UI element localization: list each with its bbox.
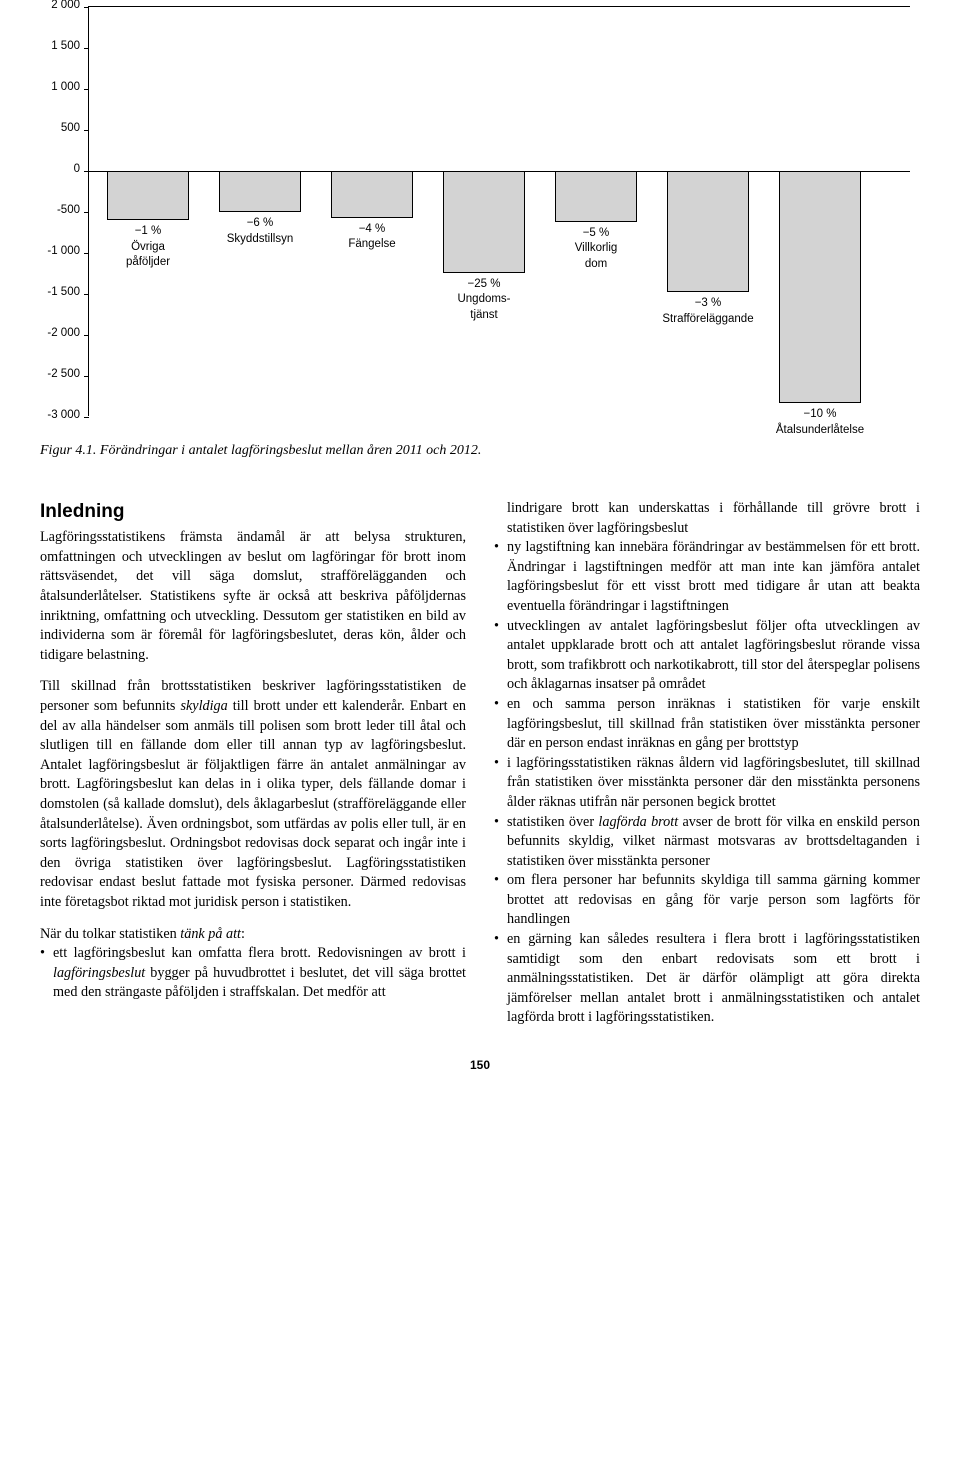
list-item: statistiken över lagförda brott avser de… <box>494 813 920 872</box>
section-heading: Inledning <box>40 499 466 525</box>
paragraph: När du tolkar statistiken tänk på att: <box>40 925 466 945</box>
y-axis-label: 500 <box>40 122 80 134</box>
text-columns: Inledning Lagföringsstatistikens främsta… <box>40 499 920 1028</box>
y-axis-label: 0 <box>40 163 80 175</box>
bar-label: −5 %Villkorligdom <box>540 226 652 273</box>
paragraph: Lagföringsstatistikens främsta ändamål ä… <box>40 528 466 665</box>
bar-label: −10 %Åtalsunderlåtelse <box>764 407 876 438</box>
y-axis-label: 1 000 <box>40 81 80 93</box>
list-item: om flera personer har befunnits skyldiga… <box>494 871 920 930</box>
y-axis-label: -3 000 <box>40 409 80 421</box>
list-item: en och samma person inräknas i statistik… <box>494 695 920 754</box>
chart-bar <box>331 171 413 218</box>
right-column: lindrigare brott kan underskattas i förh… <box>494 499 920 1028</box>
y-axis-label: 1 500 <box>40 40 80 52</box>
list-item: en gärning kan således resultera i flera… <box>494 930 920 1028</box>
chart-bar <box>107 171 189 220</box>
bar-label: −4 %Fängelse <box>316 222 428 253</box>
y-axis-label: -1 500 <box>40 286 80 298</box>
paragraph: Till skillnad från brottsstatistiken bes… <box>40 677 466 912</box>
list-item: ny lagstiftning kan innebära förändringa… <box>494 538 920 616</box>
chart-bar <box>443 171 525 273</box>
chart-bar <box>555 171 637 222</box>
bar-label: −6 %Skyddstillsyn <box>204 216 316 247</box>
bar-label: −1 %Övrigapåföljder <box>92 224 204 271</box>
figure-caption: Figur 4.1. Förändringar i antalet lagför… <box>40 443 920 459</box>
y-axis-label: -2 500 <box>40 368 80 380</box>
bar-chart: −1 %Övrigapåföljder−6 %Skyddstillsyn−4 %… <box>40 0 920 435</box>
y-axis-label: 2 000 <box>40 0 80 11</box>
bar-label: −3 %Strafföreläggande <box>652 296 764 327</box>
chart-plot: −1 %Övrigapåföljder−6 %Skyddstillsyn−4 %… <box>88 6 910 416</box>
y-axis-label: -1 000 <box>40 245 80 257</box>
y-axis-label: -2 000 <box>40 327 80 339</box>
chart-bar <box>219 171 301 212</box>
continuation: lindrigare brott kan underskattas i förh… <box>494 499 920 538</box>
list-item: utvecklingen av antalet lagföringsbeslut… <box>494 617 920 695</box>
bar-label: −25 %Ungdoms-tjänst <box>428 277 540 324</box>
chart-bar <box>667 171 749 292</box>
chart-bar <box>779 171 861 403</box>
y-axis-label: -500 <box>40 204 80 216</box>
bullet-list: ett lagföringsbeslut kan omfatta flera b… <box>40 944 466 1003</box>
list-item: i lagföringsstatistiken räknas åldern vi… <box>494 754 920 813</box>
list-item: ett lagföringsbeslut kan omfatta flera b… <box>40 944 466 1003</box>
bullet-list: ny lagstiftning kan innebära förändringa… <box>494 538 920 1028</box>
left-column: Inledning Lagföringsstatistikens främsta… <box>40 499 466 1028</box>
page-number: 150 <box>40 1058 920 1072</box>
